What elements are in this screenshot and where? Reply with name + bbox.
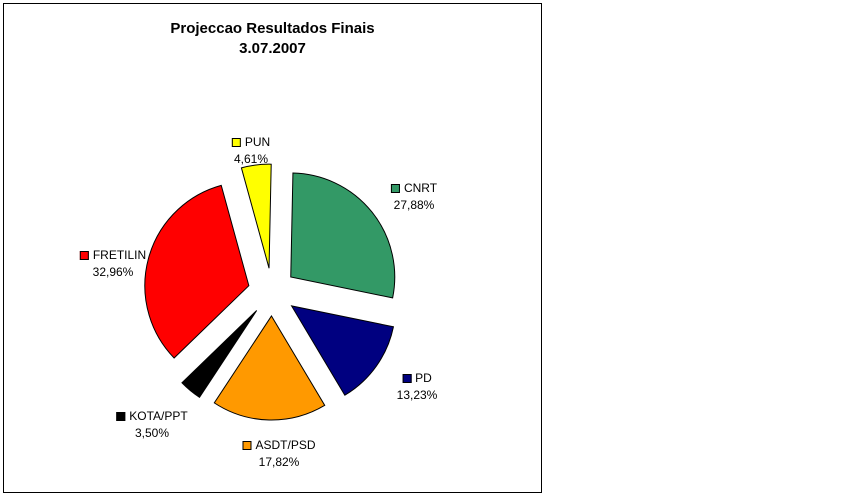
pie-slice-cnrt	[290, 172, 396, 299]
pie-slice-pd	[290, 305, 395, 396]
slice-label-fretilin: FRETILIN 32,96%	[79, 247, 147, 280]
slice-percent: 3,50%	[134, 425, 170, 440]
legend-swatch	[116, 411, 126, 421]
slice-name: PD	[415, 371, 432, 385]
slice-label-pd: PD 13,23%	[397, 370, 438, 403]
pie-slice-kota-ppt	[181, 310, 258, 399]
slice-percent: 4,61%	[233, 151, 269, 166]
slice-name: KOTA/PPT	[129, 409, 188, 423]
slice-label-cnrt: CNRT 27,88%	[390, 180, 438, 213]
slice-name: FRETILIN	[92, 248, 147, 262]
slice-percent: 13,23%	[396, 387, 438, 402]
slice-name: CNRT	[403, 181, 438, 195]
slice-percent: 32,96%	[92, 264, 134, 279]
chart-subtitle: 3.07.2007	[239, 40, 306, 57]
legend-swatch	[402, 373, 412, 383]
slice-percent: 27,88%	[393, 197, 435, 212]
slice-label-pun: PUN 4,61%	[231, 134, 271, 167]
pie-chart	[144, 163, 396, 421]
legend-swatch	[390, 183, 400, 193]
slice-label-asdt-psd: ASDT/PSD 17,82%	[242, 437, 316, 470]
pie-slice-pun	[240, 163, 272, 269]
pie-slice-asdt-psd	[213, 315, 326, 421]
slice-name: PUN	[244, 135, 271, 149]
slice-name: ASDT/PSD	[255, 438, 316, 452]
chart-frame: Projeccao Resultados Finais 3.07.2007 CN…	[3, 3, 542, 493]
slice-label-kota-ppt: KOTA/PPT 3,50%	[116, 408, 188, 441]
chart-title: Projeccao Resultados Finais	[170, 20, 375, 37]
legend-swatch	[242, 440, 252, 450]
pie-slice-fretilin	[144, 184, 250, 359]
slice-percent: 17,82%	[258, 454, 300, 469]
legend-swatch	[231, 137, 241, 147]
legend-swatch	[79, 250, 89, 260]
